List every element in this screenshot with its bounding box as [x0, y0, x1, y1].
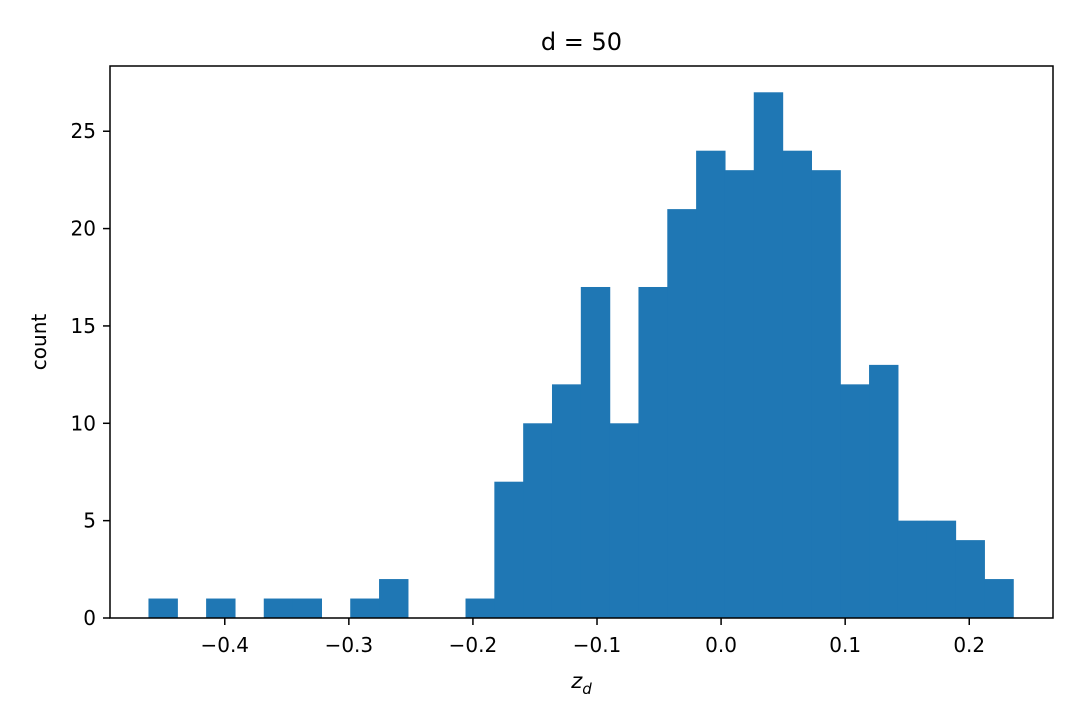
histogram-bar [955, 540, 985, 618]
plot-frame [109, 65, 1054, 619]
histogram-bar [696, 150, 726, 618]
x-tick-label: −0.2 [449, 633, 498, 657]
histogram-bar [753, 92, 784, 619]
y-axis-label: count [27, 314, 51, 371]
x-tick-label: 0.2 [953, 633, 985, 657]
histogram-bar [206, 598, 236, 618]
histogram-bar [869, 364, 899, 618]
x-tick-label: −0.4 [200, 633, 249, 657]
histogram-bar [465, 598, 495, 618]
x-axis-ticks: −0.4 −0.3 −0.2 −0.1 0.0 0.1 0.2 [200, 618, 985, 657]
x-tick-label: −0.1 [573, 633, 622, 657]
y-tick-label: 5 [83, 509, 96, 533]
y-axis-ticks: 0 5 10 15 20 25 [71, 119, 110, 630]
histogram-bar [523, 423, 553, 618]
histogram-bar [984, 579, 1014, 618]
histogram-bar [667, 209, 697, 619]
histogram-bar [811, 170, 841, 619]
y-tick-label: 15 [71, 314, 96, 338]
histogram-bar [609, 423, 640, 618]
histogram-bar [494, 481, 524, 618]
x-tick-label: −0.3 [325, 633, 374, 657]
y-tick-label: 25 [71, 119, 96, 143]
histogram-bar [292, 598, 322, 618]
x-tick-label: 0.1 [829, 633, 861, 657]
histogram-bar [350, 598, 380, 618]
histogram-bar [263, 598, 294, 618]
x-axis-label-subscript: d [582, 680, 592, 698]
x-axis-label: zd [570, 669, 592, 698]
histogram-bar [551, 384, 582, 618]
chart-title: d = 50 [541, 28, 622, 56]
histogram-bar [148, 598, 178, 618]
histogram-bar [580, 286, 611, 618]
y-tick-label: 0 [83, 606, 96, 630]
histogram-bar [724, 170, 755, 619]
histogram-bar [638, 286, 668, 618]
histogram-bar [840, 384, 870, 618]
y-tick-label: 20 [71, 217, 96, 241]
bars-group [148, 92, 1014, 619]
histogram-bar [926, 520, 957, 618]
histogram-bar [379, 579, 409, 618]
x-tick-label: 0.0 [705, 633, 737, 657]
histogram-bar [897, 520, 928, 618]
y-tick-label: 10 [71, 411, 96, 435]
histogram-bar [782, 150, 812, 618]
x-axis-label-main: z [570, 669, 583, 693]
